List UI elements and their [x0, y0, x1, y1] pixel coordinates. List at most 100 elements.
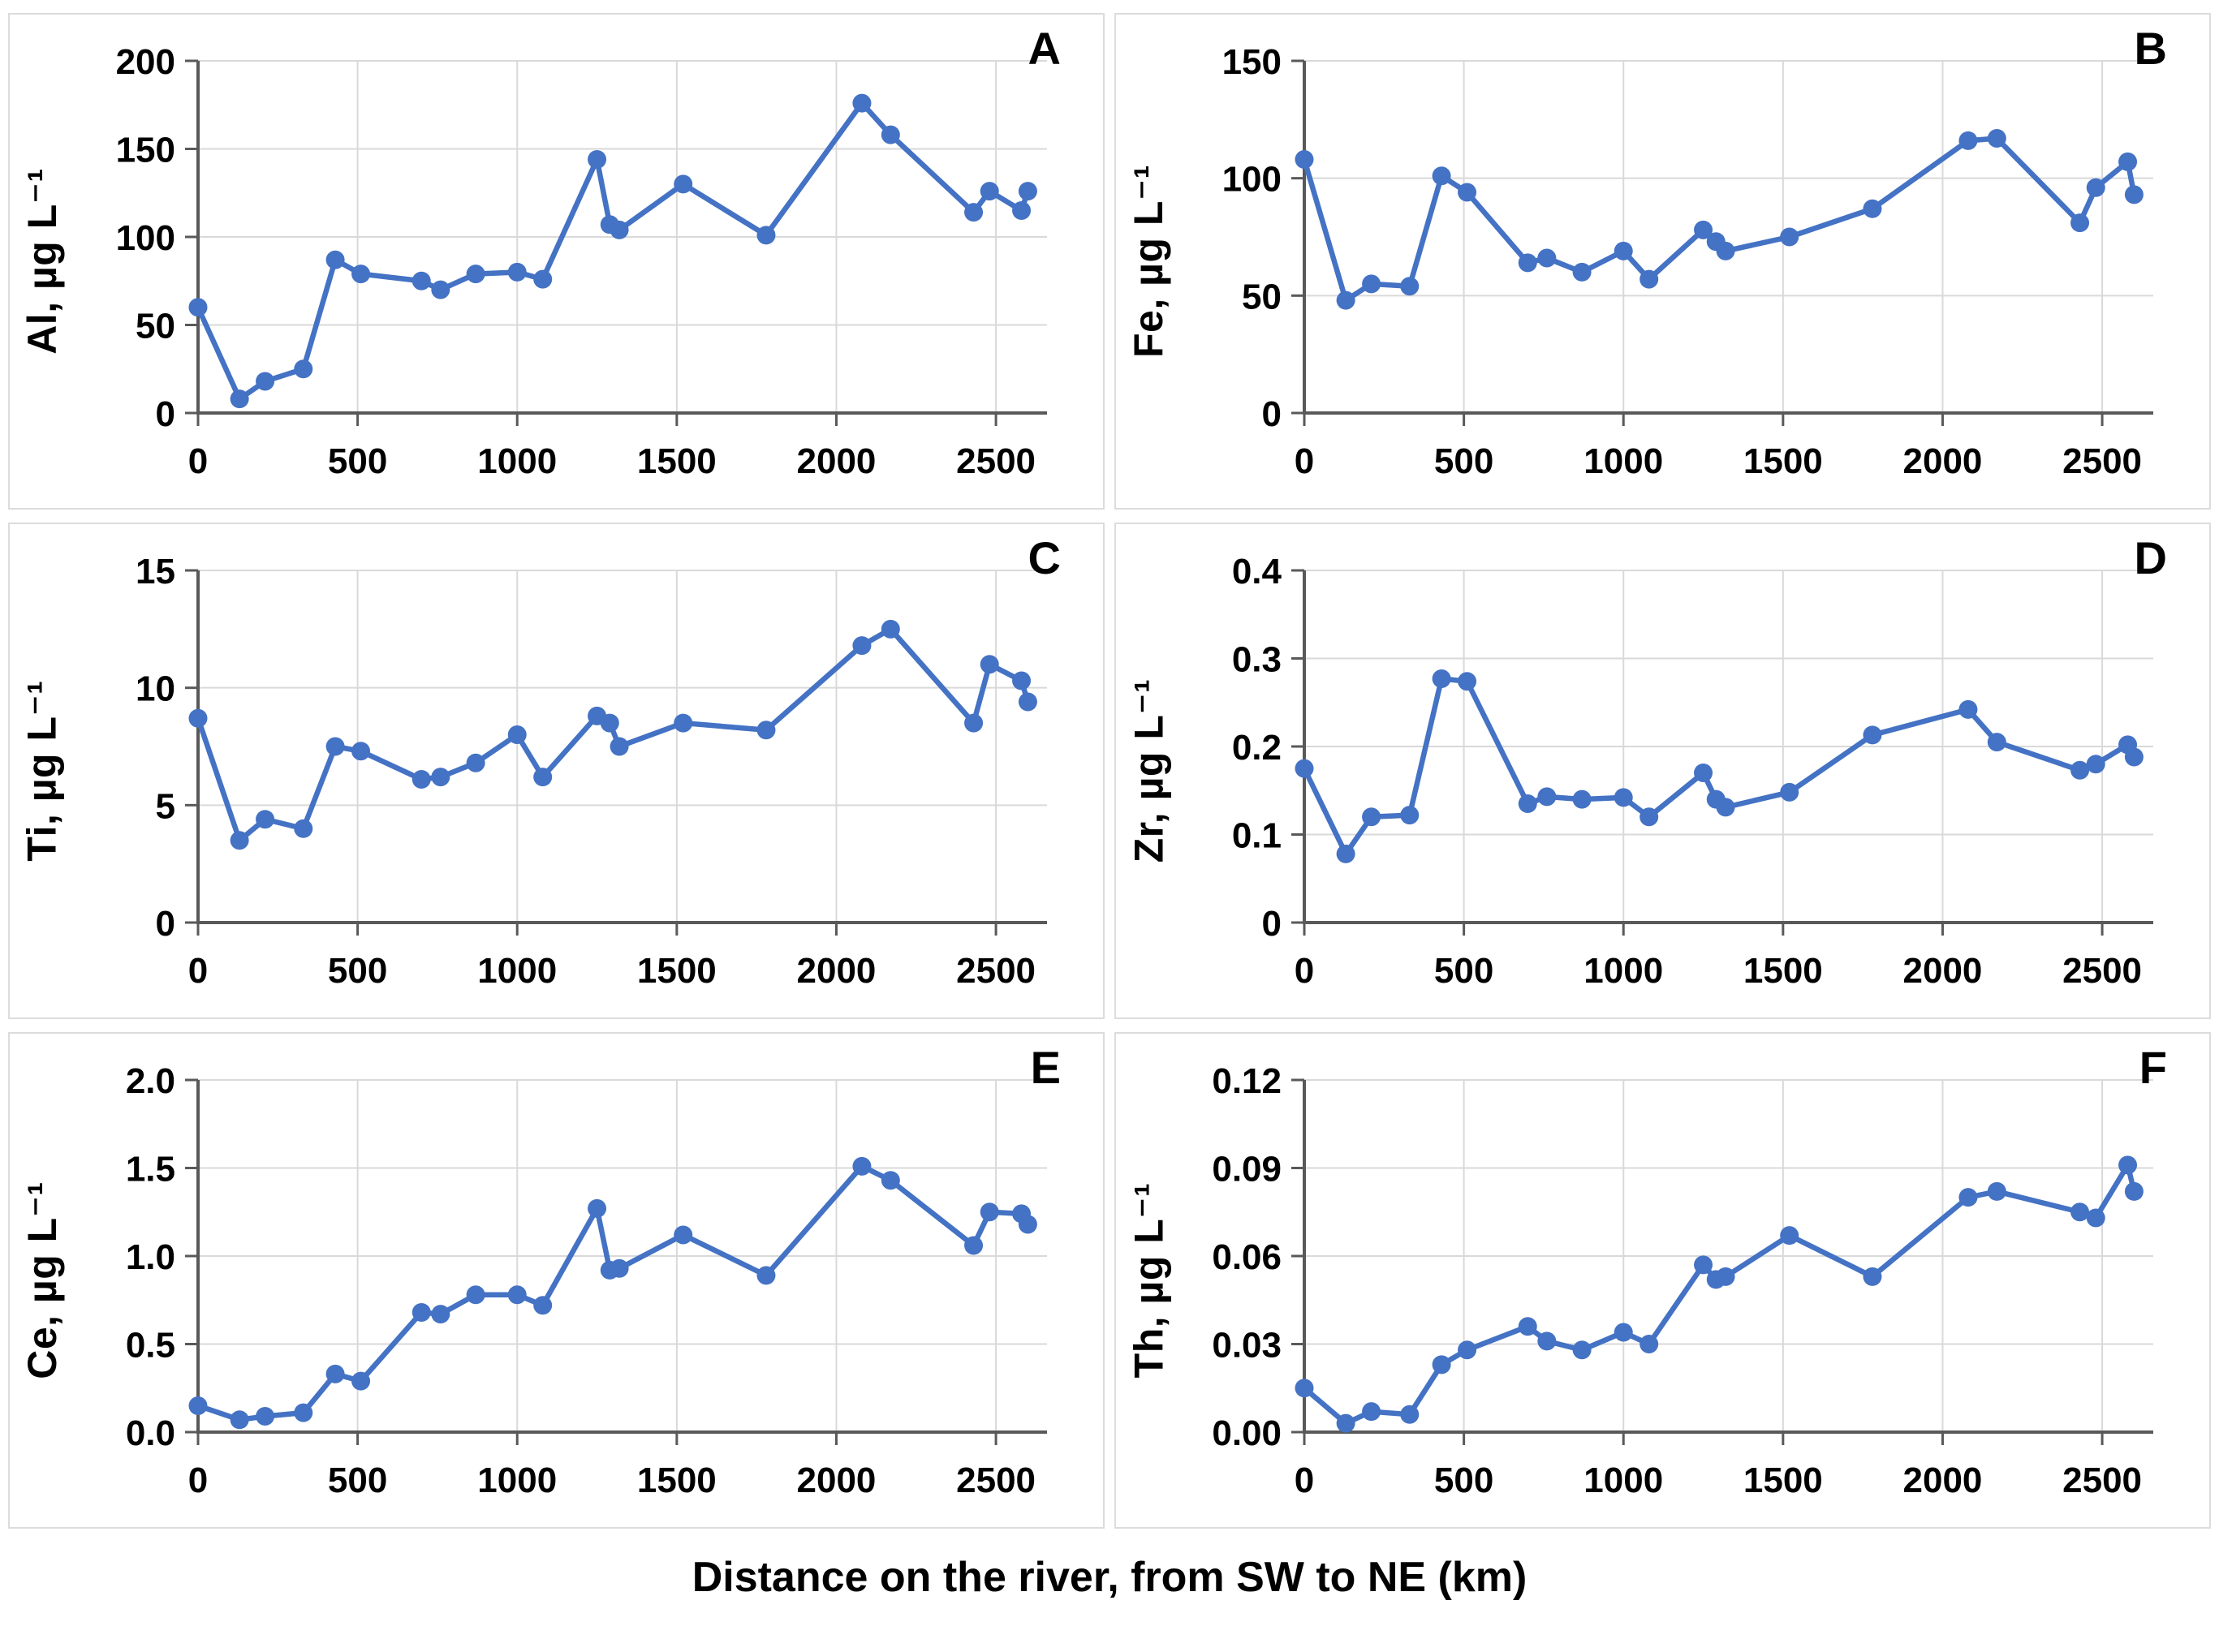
svg-text:0: 0: [156, 394, 175, 434]
svg-text:100: 100: [1222, 160, 1282, 200]
svg-text:0: 0: [156, 904, 175, 944]
svg-text:0.5: 0.5: [126, 1326, 175, 1366]
line-chart-ti: 0 5 10 15 0 500 1000 1500 2000 2500: [136, 552, 1047, 991]
svg-text:150: 150: [1222, 42, 1282, 82]
svg-text:0: 0: [188, 1461, 208, 1500]
y-axis-label-wrap: Al, µg L⁻¹: [10, 15, 75, 508]
panel-letter-a: A: [1028, 23, 1061, 74]
x-axis-title: Distance on the river, from SW to NE (km…: [692, 1554, 1527, 1601]
y-axis-label-wrap: Th, µg L⁻¹: [1116, 1034, 1181, 1527]
svg-text:0.1: 0.1: [1232, 816, 1282, 856]
y-axis-label-ce: Ce, µg L⁻¹: [19, 1181, 65, 1379]
svg-text:500: 500: [328, 441, 387, 481]
plot-area-ti: 0 5 10 15 0 500 1000 1500 2000 2500 C: [75, 524, 1103, 1017]
svg-text:500: 500: [1434, 441, 1493, 481]
y-axis-label-wrap: Ti, µg L⁻¹: [10, 524, 75, 1017]
panel-th: Th, µg L⁻¹ 0.00 0.03 0.06 0.09 0.12 0 500 1000 1…: [1114, 1032, 2211, 1529]
panel-fe: Fe, µg L⁻¹ 0 50 100 150 0 500 1000 1500 2000 2500…: [1114, 13, 2211, 510]
svg-text:0.2: 0.2: [1232, 728, 1282, 768]
svg-text:0.0: 0.0: [126, 1413, 175, 1453]
svg-text:1000: 1000: [1583, 441, 1663, 481]
panels-grid: Al, µg L⁻¹ 0 50 100 150 200 0 500 1000 1500 2000 2…: [8, 13, 2211, 1529]
panel-zr: Zr, µg L⁻¹ 0 0.1 0.2 0.3 0.4 0 500 1000 1500 2000…: [1114, 523, 2211, 1019]
plot-area-ce: 0.0 0.5 1.0 1.5 2.0 0 500 1000 1500 2000 2500 E: [75, 1034, 1103, 1527]
svg-text:500: 500: [1434, 1461, 1493, 1500]
svg-text:0: 0: [1295, 441, 1314, 481]
plot-area-zr: 0 0.1 0.2 0.3 0.4 0 500 1000 1500 2000 2500 D: [1181, 524, 2209, 1017]
svg-text:1000: 1000: [477, 441, 557, 481]
svg-text:1000: 1000: [1583, 1461, 1663, 1500]
svg-text:500: 500: [1434, 951, 1493, 991]
svg-text:2000: 2000: [797, 951, 877, 991]
svg-text:0.00: 0.00: [1212, 1413, 1282, 1453]
svg-text:2500: 2500: [956, 1461, 1036, 1500]
svg-text:2500: 2500: [956, 951, 1036, 991]
y-axis-label-al: Al, µg L⁻¹: [19, 168, 66, 355]
svg-text:1500: 1500: [1743, 951, 1823, 991]
svg-text:500: 500: [328, 951, 387, 991]
y-axis-label-fe: Fe, µg L⁻¹: [1126, 165, 1171, 358]
svg-text:2500: 2500: [2062, 951, 2142, 991]
y-axis-label-ti: Ti, µg L⁻¹: [19, 680, 66, 862]
svg-text:1500: 1500: [637, 951, 717, 991]
svg-text:150: 150: [116, 131, 175, 170]
svg-text:500: 500: [328, 1461, 387, 1500]
svg-text:50: 50: [136, 307, 175, 346]
svg-text:0: 0: [1295, 1461, 1314, 1500]
y-axis-label-th: Th, µg L⁻¹: [1126, 1182, 1172, 1379]
line-chart-zr: 0 0.1 0.2 0.3 0.4 0 500 1000 1500 2000 2500: [1232, 552, 2153, 991]
svg-text:2000: 2000: [1903, 951, 1983, 991]
plot-area-th: 0.00 0.03 0.06 0.09 0.12 0 500 1000 1500 2000 2500…: [1181, 1034, 2209, 1527]
svg-text:1500: 1500: [1743, 441, 1823, 481]
panel-ce: Ce, µg L⁻¹ 0.0 0.5 1.0 1.5 2.0 0 500 1000 1500 20…: [8, 1032, 1105, 1529]
svg-text:0: 0: [188, 441, 208, 481]
y-axis-label-wrap: Fe, µg L⁻¹: [1116, 15, 1181, 508]
svg-text:1000: 1000: [1583, 951, 1663, 991]
svg-text:1500: 1500: [1743, 1461, 1823, 1500]
plot-area-fe: 0 50 100 150 0 500 1000 1500 2000 2500 B: [1181, 15, 2209, 508]
panel-letter-e: E: [1030, 1042, 1061, 1093]
svg-text:2000: 2000: [797, 441, 877, 481]
plot-area-al: 0 50 100 150 200 0 500 1000 1500 2000 2500 A: [75, 15, 1103, 508]
svg-text:2000: 2000: [797, 1461, 877, 1500]
svg-text:2000: 2000: [1903, 441, 1983, 481]
svg-text:10: 10: [136, 669, 175, 709]
panel-ti: Ti, µg L⁻¹ 0 5 10 15 0 500 1000 1500 2000 2500 C: [8, 523, 1105, 1019]
svg-text:0.4: 0.4: [1232, 552, 1282, 592]
y-axis-label-wrap: Zr, µg L⁻¹: [1116, 524, 1181, 1017]
svg-text:2000: 2000: [1903, 1461, 1983, 1500]
svg-text:1000: 1000: [477, 951, 557, 991]
svg-text:0.06: 0.06: [1212, 1237, 1282, 1277]
svg-text:0: 0: [188, 951, 208, 991]
svg-text:1000: 1000: [477, 1461, 557, 1500]
svg-text:0.3: 0.3: [1232, 640, 1282, 680]
svg-text:1500: 1500: [637, 1461, 717, 1500]
line-chart-ce: 0.0 0.5 1.0 1.5 2.0 0 500 1000 1500 2000 2500: [126, 1061, 1047, 1500]
panel-al: Al, µg L⁻¹ 0 50 100 150 200 0 500 1000 1500 2000 2…: [8, 13, 1105, 510]
svg-text:1.5: 1.5: [126, 1150, 175, 1190]
svg-text:0.09: 0.09: [1212, 1150, 1282, 1190]
panel-letter-d: D: [2134, 532, 2167, 583]
svg-text:0.12: 0.12: [1212, 1061, 1282, 1101]
panel-letter-b: B: [2134, 23, 2167, 74]
svg-text:5: 5: [156, 786, 175, 826]
y-axis-label-wrap: Ce, µg L⁻¹: [10, 1034, 75, 1527]
panel-letter-f: F: [2139, 1042, 2167, 1093]
svg-text:2500: 2500: [956, 441, 1036, 481]
svg-text:2500: 2500: [2062, 1461, 2142, 1500]
line-chart-th: 0.00 0.03 0.06 0.09 0.12 0 500 1000 1500 2000 2500: [1212, 1061, 2153, 1500]
svg-text:200: 200: [116, 42, 175, 82]
svg-text:0.03: 0.03: [1212, 1326, 1282, 1366]
svg-text:50: 50: [1242, 277, 1282, 316]
y-axis-label-zr: Zr, µg L⁻¹: [1126, 678, 1172, 863]
svg-text:15: 15: [136, 552, 175, 592]
svg-text:2500: 2500: [2062, 441, 2142, 481]
svg-text:0: 0: [1295, 951, 1314, 991]
multi-panel-figure: Al, µg L⁻¹ 0 50 100 150 200 0 500 1000 1500 2000 2…: [8, 13, 2211, 1601]
svg-text:100: 100: [116, 218, 175, 258]
svg-text:1500: 1500: [637, 441, 717, 481]
svg-text:0: 0: [1262, 904, 1282, 944]
svg-text:1.0: 1.0: [126, 1237, 175, 1277]
svg-text:2.0: 2.0: [126, 1061, 175, 1101]
